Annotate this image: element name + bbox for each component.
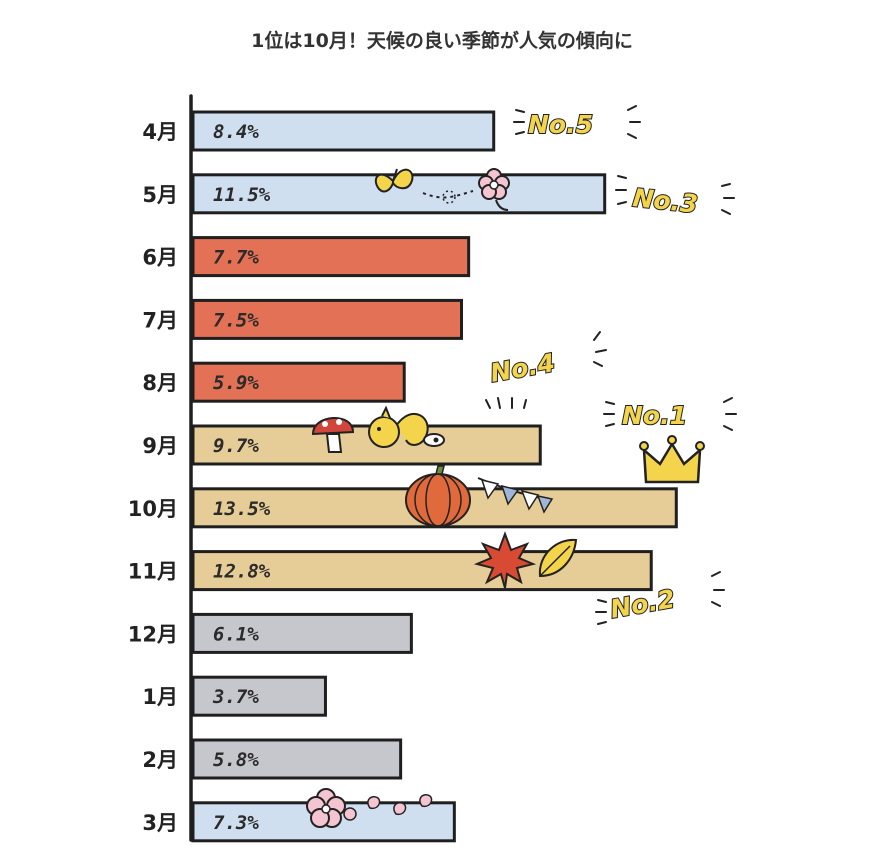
butterfly-icon — [374, 168, 474, 204]
bar-11月 — [191, 550, 653, 592]
mushroom-icon — [311, 417, 355, 453]
category-label: 11月 — [128, 560, 178, 584]
bar-1月 — [191, 675, 327, 717]
value-label: 5.8% — [213, 749, 259, 771]
category-label: 4月 — [142, 120, 178, 144]
bar-9月 — [191, 424, 542, 466]
flower-icon — [478, 168, 510, 211]
bar-12月 — [191, 612, 413, 654]
rank-label: No.4 — [488, 348, 557, 388]
bar-6月 — [191, 236, 471, 278]
bars-layer: 8.4% 4月 11.5% 5月 7.7% 6月 7.5% 7月 5.9% 8月 9.7% 9月 13.… — [128, 110, 678, 843]
squirrel-icon — [368, 405, 445, 448]
category-label: 8月 — [142, 371, 178, 395]
value-label: 7.5% — [213, 309, 259, 331]
rank-label: No.5 — [528, 110, 593, 139]
value-label: 7.3% — [213, 812, 259, 834]
decorations-layer — [306, 105, 737, 828]
rank-label: No.1 — [622, 401, 687, 430]
value-label: 3.7% — [212, 686, 259, 708]
petal-icon — [367, 794, 433, 816]
cherry-blossom-icon — [306, 788, 357, 828]
rank-label: No.3 — [631, 183, 699, 219]
bar-4月 — [191, 110, 496, 152]
value-label: 12.8% — [213, 561, 271, 583]
category-label: 9月 — [142, 434, 178, 458]
maple-leaf-icon — [473, 531, 537, 589]
value-label: 8.4% — [213, 121, 259, 143]
bunting-icon — [477, 477, 554, 514]
category-label: 7月 — [142, 308, 178, 332]
category-label: 3月 — [142, 811, 178, 835]
chart-title: 1位は10月！天候の良い季節が人気の傾向に — [251, 30, 633, 52]
value-label: 5.9% — [213, 372, 259, 394]
value-label: 7.7% — [213, 247, 259, 269]
value-label: 11.5% — [213, 184, 271, 206]
value-label: 13.5% — [213, 498, 271, 520]
value-label: 6.1% — [213, 623, 259, 645]
value-label: 9.7% — [213, 435, 259, 457]
category-label: 10月 — [128, 497, 178, 521]
pumpkin-icon — [405, 465, 471, 527]
bar-2月 — [191, 738, 403, 780]
category-label: 2月 — [142, 748, 178, 772]
category-label: 12月 — [128, 622, 178, 646]
crown-icon — [639, 435, 705, 484]
category-label: 6月 — [142, 246, 178, 270]
bar-7月 — [191, 298, 463, 340]
bar-8月 — [191, 361, 406, 403]
category-label: 5月 — [142, 183, 178, 207]
leaf-icon — [538, 538, 578, 578]
category-label: 1月 — [142, 685, 178, 709]
sparkle-marks — [485, 105, 737, 625]
